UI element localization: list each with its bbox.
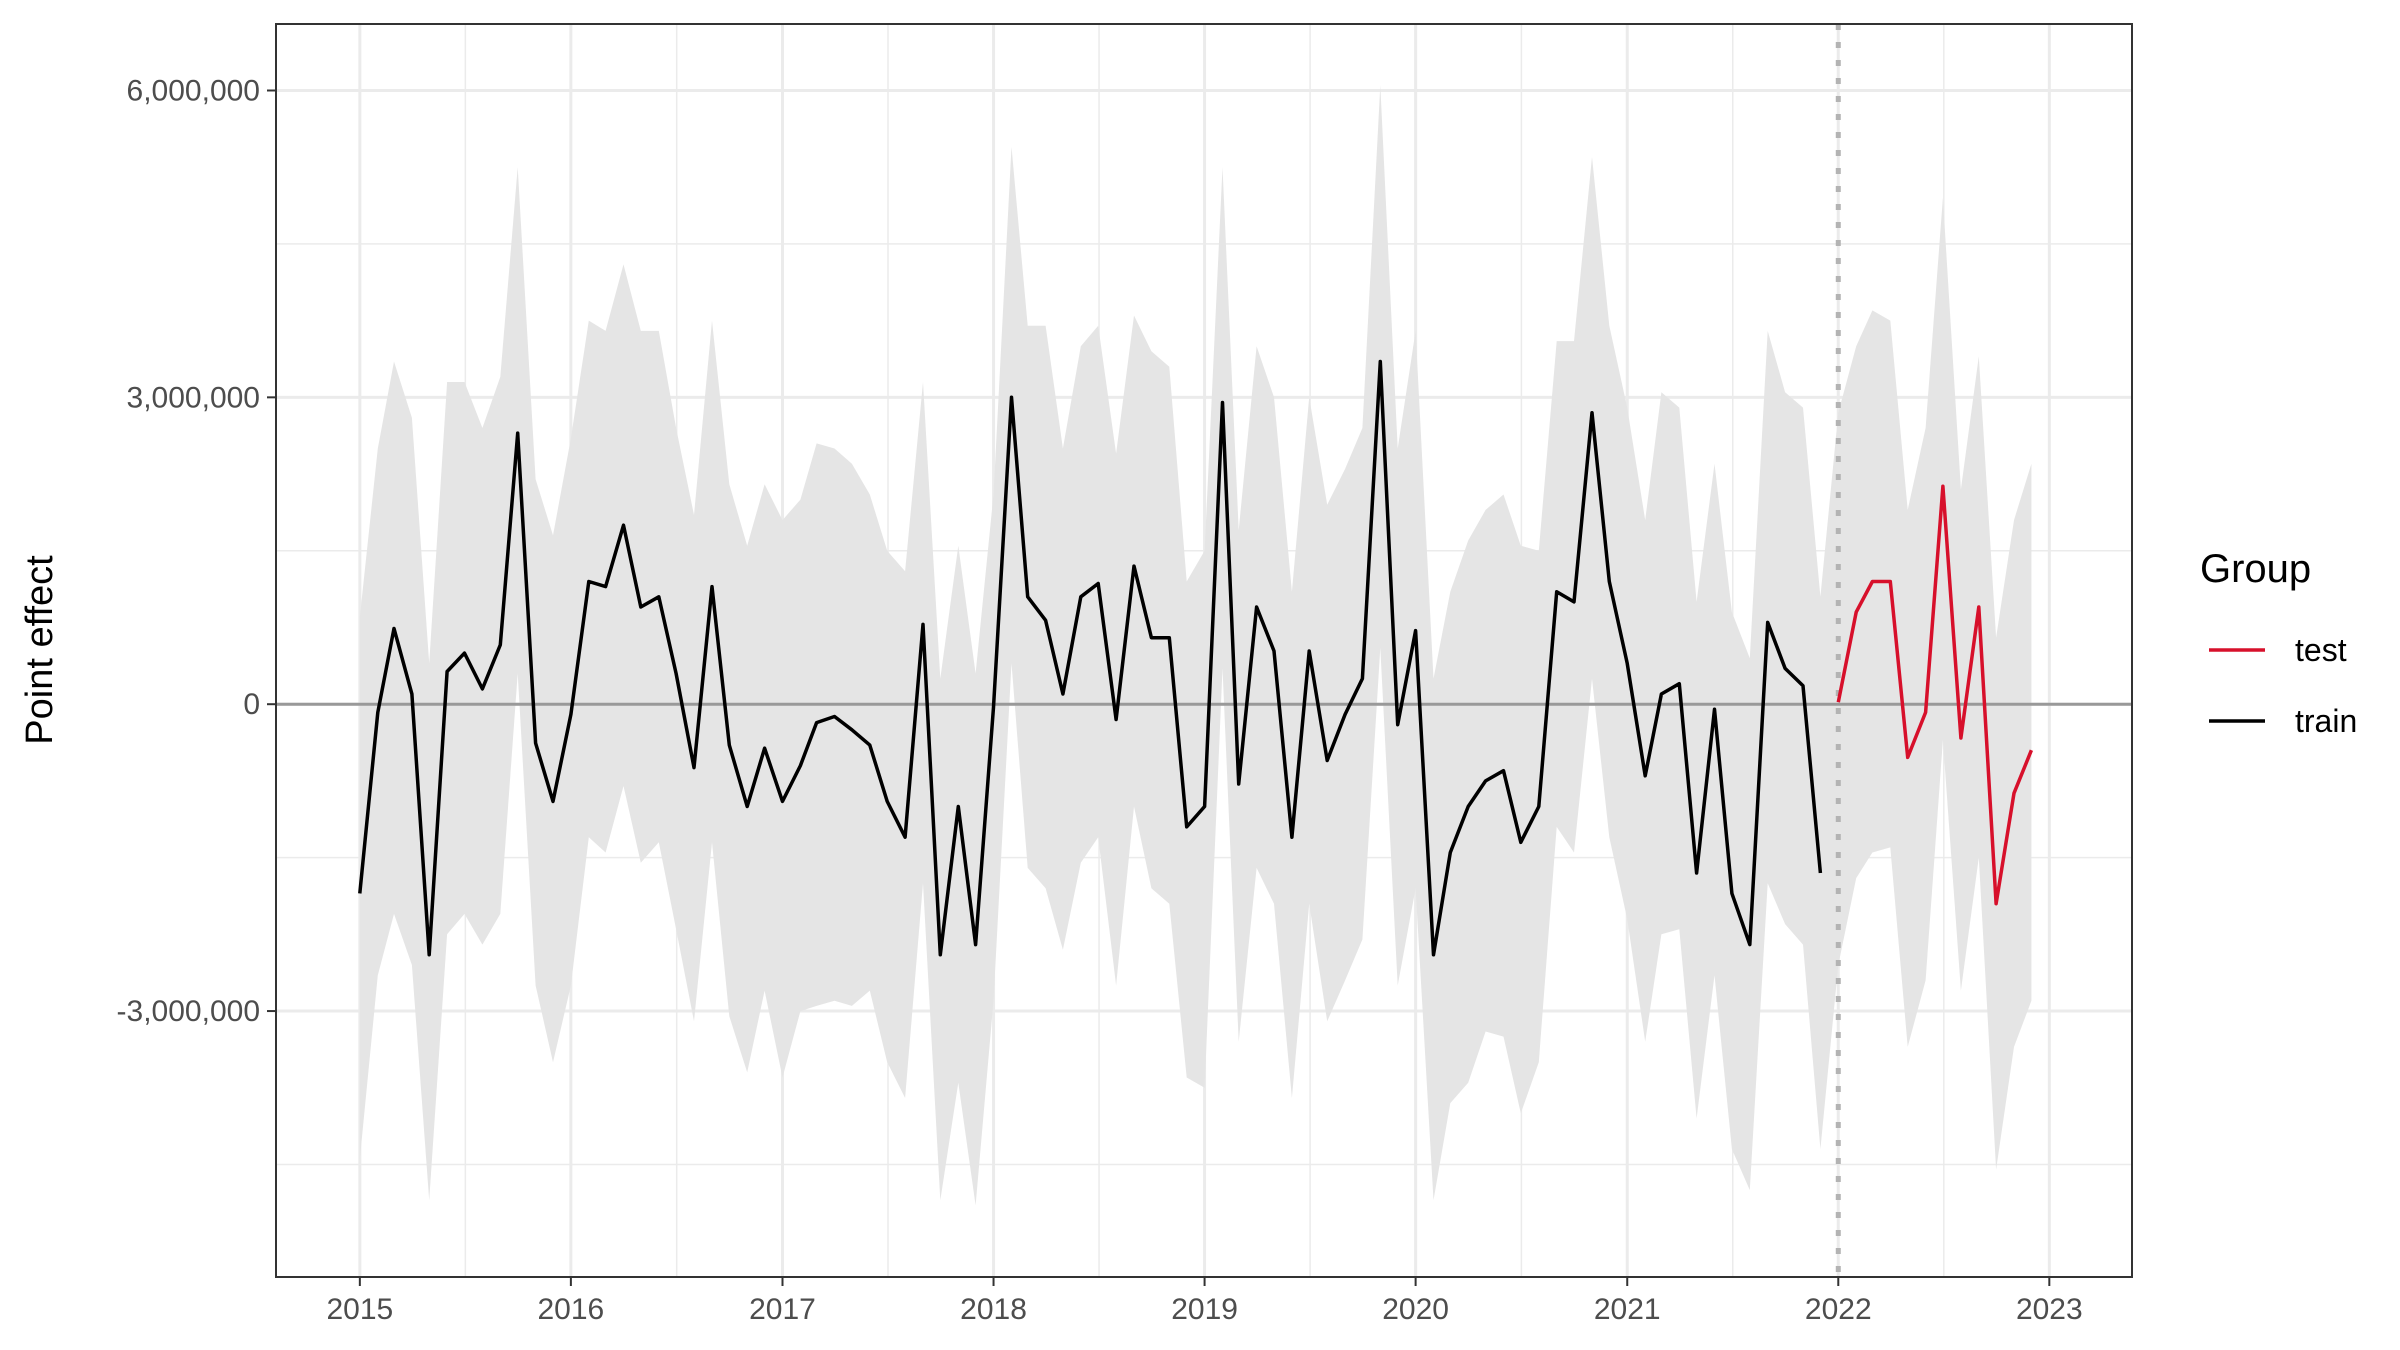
x-tick-label: 2015 [326,1293,393,1326]
confidence-band [359,85,2032,1206]
x-tick-label: 2018 [960,1293,1027,1326]
x-tick-label: 2016 [538,1293,605,1326]
x-tick-label: 2020 [1382,1293,1449,1326]
y-tick-label: 3,000,000 [127,381,260,414]
y-axis-title: Point effect [19,555,61,745]
series-lines [358,359,2034,957]
y-tick-label: 0 [243,688,260,721]
x-tick-label: 2023 [2016,1293,2083,1326]
x-tick-label: 2017 [749,1293,816,1326]
x-tick-label: 2019 [1171,1293,1238,1326]
x-axis: 2015 2016 2017 2018 2019 2020 2021 2022 2023 [326,1277,2083,1326]
series-line-train [358,359,1823,957]
y-tick-label: 6,000,000 [127,74,260,107]
legend-label-train: train [2295,703,2357,739]
x-tick-label: 2021 [1594,1293,1661,1326]
legend: Group test train [2200,547,2357,739]
y-axis: 6,000,000 3,000,000 0 -3,000,000 [117,74,276,1028]
x-tick-label: 2022 [1805,1293,1872,1326]
series-line-test [1836,484,2034,906]
y-tick-label: -3,000,000 [117,995,260,1028]
legend-title: Group [2200,547,2311,591]
legend-label-test: test [2295,632,2347,668]
